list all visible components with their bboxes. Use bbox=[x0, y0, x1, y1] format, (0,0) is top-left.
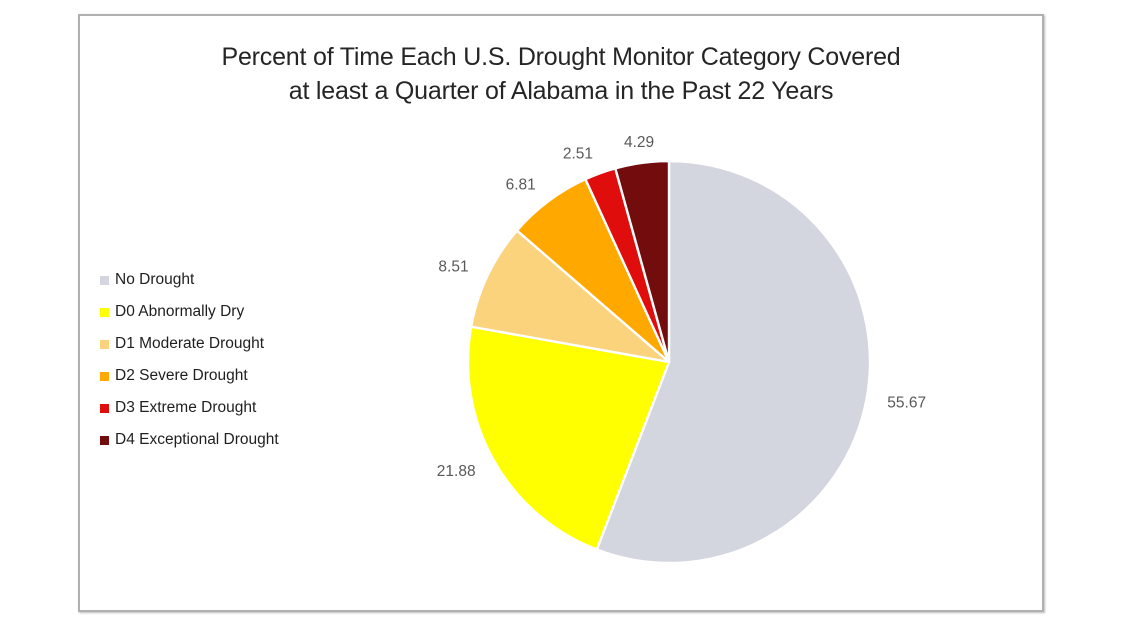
data-label-d2-severe-drought: 6.81 bbox=[506, 176, 536, 193]
chart-title: Percent of Time Each U.S. Drought Monito… bbox=[80, 40, 1042, 108]
legend-label-d1-moderate-drought: D1 Moderate Drought bbox=[115, 335, 265, 352]
chart-frame: Percent of Time Each U.S. Drought Monito… bbox=[78, 14, 1044, 612]
legend-item-d3-extreme-drought: D3 Extreme Drought bbox=[100, 392, 279, 424]
pie-slice-d0-abnormally-dry bbox=[466, 325, 671, 551]
legend-label-d3-extreme-drought: D3 Extreme Drought bbox=[115, 399, 257, 416]
legend-item-no-drought: No Drought bbox=[100, 264, 279, 296]
legend-swatch-d4-exceptional-drought bbox=[100, 435, 109, 445]
legend-item-d2-severe-drought: D2 Severe Drought bbox=[100, 360, 279, 392]
pie-slice-no-drought bbox=[595, 159, 872, 565]
data-label-d4-exceptional-drought: 4.29 bbox=[624, 134, 654, 151]
legend-item-d0-abnormally-dry: D0 Abnormally Dry bbox=[100, 296, 279, 328]
legend-swatch-d1-moderate-drought bbox=[100, 339, 109, 349]
data-label-no-drought: 55.67 bbox=[887, 395, 926, 412]
pie-slice-d4-exceptional-drought bbox=[614, 159, 671, 364]
legend-label-d4-exceptional-drought: D4 Exceptional Drought bbox=[115, 431, 279, 448]
pie-slice-d1-moderate-drought bbox=[469, 229, 671, 364]
pie-chart-svg: 55.67 21.88 8.51 6.81 2.51 4.29 bbox=[437, 134, 926, 565]
legend-swatch-d2-severe-drought bbox=[100, 371, 109, 381]
data-label-d3-extreme-drought: 2.51 bbox=[563, 145, 593, 162]
data-label-d0-abnormally-dry: 21.88 bbox=[437, 463, 476, 480]
legend-swatch-d0-abnormally-dry bbox=[100, 307, 109, 317]
legend-item-d4-exceptional-drought: D4 Exceptional Drought bbox=[100, 424, 279, 456]
legend-label-d0-abnormally-dry: D0 Abnormally Dry bbox=[115, 303, 245, 320]
legend-item-d1-moderate-drought: D1 Moderate Drought bbox=[100, 328, 279, 360]
chart-title-line-1: Percent of Time Each U.S. Drought Monito… bbox=[221, 43, 901, 71]
legend-swatch-d3-extreme-drought bbox=[100, 403, 109, 413]
data-label-d1-moderate-drought: 8.51 bbox=[438, 259, 468, 276]
chart-legend: No Drought D0 Abnormally Dry D1 Moderate D… bbox=[100, 264, 279, 456]
legend-label-d2-severe-drought: D2 Severe Drought bbox=[115, 367, 248, 384]
legend-swatch-no-drought bbox=[100, 275, 109, 285]
chart-title-line-2: at least a Quarter of Alabama in the Pas… bbox=[288, 77, 834, 105]
legend-label-no-drought: No Drought bbox=[115, 271, 195, 288]
